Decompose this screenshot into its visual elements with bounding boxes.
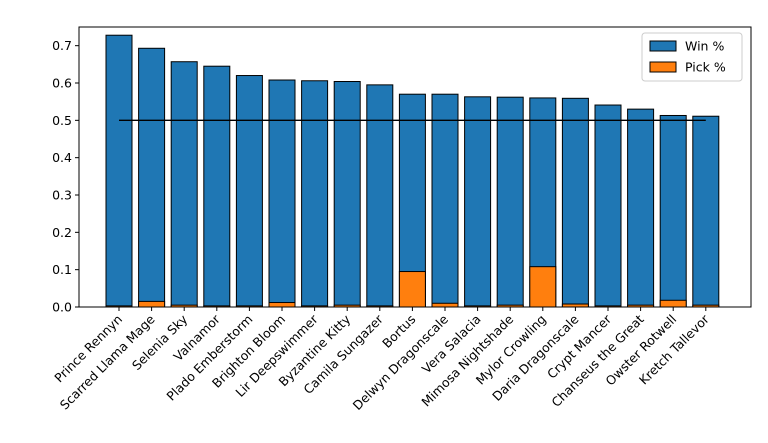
y-tick-label: 0.5 — [52, 113, 72, 128]
y-tick-label: 0.6 — [52, 76, 72, 91]
win-bar — [561, 97, 589, 308]
y-tick-label: 0.4 — [52, 150, 72, 165]
pick-bar — [659, 299, 687, 308]
win-bar — [594, 104, 622, 308]
win-bar — [464, 96, 492, 308]
win-bar — [138, 47, 166, 308]
win-bar — [203, 65, 231, 308]
win-bar — [235, 75, 263, 308]
pick-bar — [398, 271, 426, 308]
win-bar — [301, 80, 329, 308]
win-bar — [105, 34, 133, 308]
win-bar — [496, 96, 524, 308]
y-tick-label: 0.7 — [52, 38, 72, 53]
win-bar — [659, 114, 687, 308]
legend-swatch-pick — [649, 61, 677, 73]
win-bar — [627, 108, 655, 308]
win-bars — [105, 34, 720, 308]
pick-bar — [268, 302, 296, 308]
y-tick-label: 0.0 — [52, 300, 72, 315]
win-bar — [431, 93, 459, 308]
y-tick-label: 0.3 — [52, 188, 72, 203]
legend: Win % Pick % — [641, 32, 743, 82]
win-bar — [366, 84, 394, 308]
pick-bar — [138, 300, 166, 308]
win-bar — [268, 79, 296, 308]
legend-swatch-win — [649, 40, 677, 52]
win-bar — [170, 61, 198, 308]
y-tick-label: 0.1 — [52, 262, 72, 277]
legend-label-pick: Pick % — [685, 60, 726, 75]
y-axis: 0.0 0.1 0.2 0.3 0.4 0.5 0.6 0.7 — [52, 38, 79, 315]
pick-bar — [529, 266, 557, 308]
axes-frame — [78, 26, 752, 308]
pick-bar — [431, 302, 459, 308]
legend-label-win: Win % — [685, 39, 724, 54]
pick-bars — [105, 266, 720, 308]
y-tick-label: 0.2 — [52, 225, 72, 240]
win-bar — [333, 81, 361, 308]
win-bar — [692, 115, 720, 308]
